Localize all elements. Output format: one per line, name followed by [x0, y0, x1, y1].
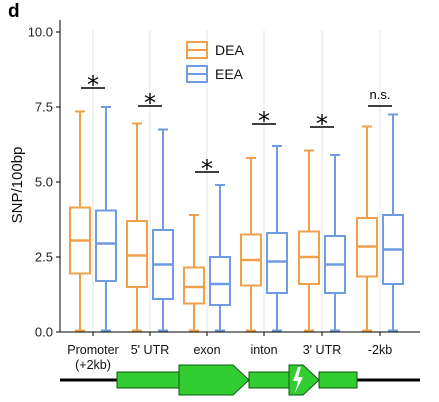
gene-model [60, 364, 420, 396]
legend-item-eea: EEA [186, 65, 244, 83]
y-tick-label-2: 5.0 [35, 175, 53, 190]
significance-star-2: * [201, 155, 213, 183]
box-eea-4 [324, 154, 346, 332]
significance-star-4: * [316, 110, 328, 138]
y-tick-label-3: 7.5 [35, 100, 53, 115]
box-eea-1 [152, 128, 174, 332]
x-tick-label-0-0: Promoter [67, 343, 118, 357]
box-dea-2 [183, 214, 205, 332]
box-dea-4 [298, 149, 320, 332]
box-body [126, 220, 148, 288]
x-tick-label-4: 3' UTR [303, 343, 342, 357]
legend-label: EEA [215, 66, 244, 82]
legend-item-dea: DEA [186, 41, 244, 59]
gene-exon-arrow [178, 364, 250, 396]
y-tick-label-1: 2.5 [35, 250, 53, 265]
box-eea-2 [209, 184, 231, 332]
y-tick-label-4: 10.0 [28, 25, 53, 40]
box-eea-5 [382, 113, 404, 332]
gene-utr5 [116, 371, 180, 389]
box-body [95, 209, 117, 282]
significance-marks: * * * * * n.s. [81, 71, 392, 183]
box-eea-0 [95, 106, 117, 332]
box-dea-0 [69, 110, 91, 332]
box-eea-3 [266, 145, 288, 332]
x-tick-label-2: exon [193, 343, 220, 357]
panel-letter: d [8, 1, 20, 22]
gene-utr3 [318, 371, 358, 389]
significance-star-1: * [144, 89, 156, 117]
legend: DEA EEA [186, 41, 244, 83]
significance-star-3: * [258, 107, 270, 135]
y-axis-label: SNP/100bp [9, 147, 26, 224]
x-tick-label-1: 5' UTR [131, 343, 170, 357]
x-tick-label-5: -2kb [368, 343, 392, 357]
legend-label: DEA [215, 42, 244, 58]
significance-ns-5: n.s. [370, 87, 391, 102]
x-tick-label-3: inton [250, 343, 277, 357]
significance-star-0: * [87, 71, 99, 99]
box-dea-1 [126, 122, 148, 332]
gene-intron [248, 371, 290, 389]
box-body [209, 256, 231, 306]
lightning-icon [293, 367, 303, 393]
box-body [183, 266, 205, 305]
x-tick-label-0-1: (+2kb) [75, 358, 111, 372]
box-dea-3 [240, 157, 262, 332]
box-dea-5 [356, 125, 378, 332]
y-axis-ticks: 0.0 2.5 5.0 7.5 10.0 [28, 25, 60, 340]
box-body [266, 232, 288, 294]
box-series [69, 106, 404, 332]
y-tick-label-0: 0.0 [35, 325, 53, 340]
x-axis-labels: Promoter(+2kb) 5' UTR exon inton 3' UTR -2kb [67, 332, 392, 372]
